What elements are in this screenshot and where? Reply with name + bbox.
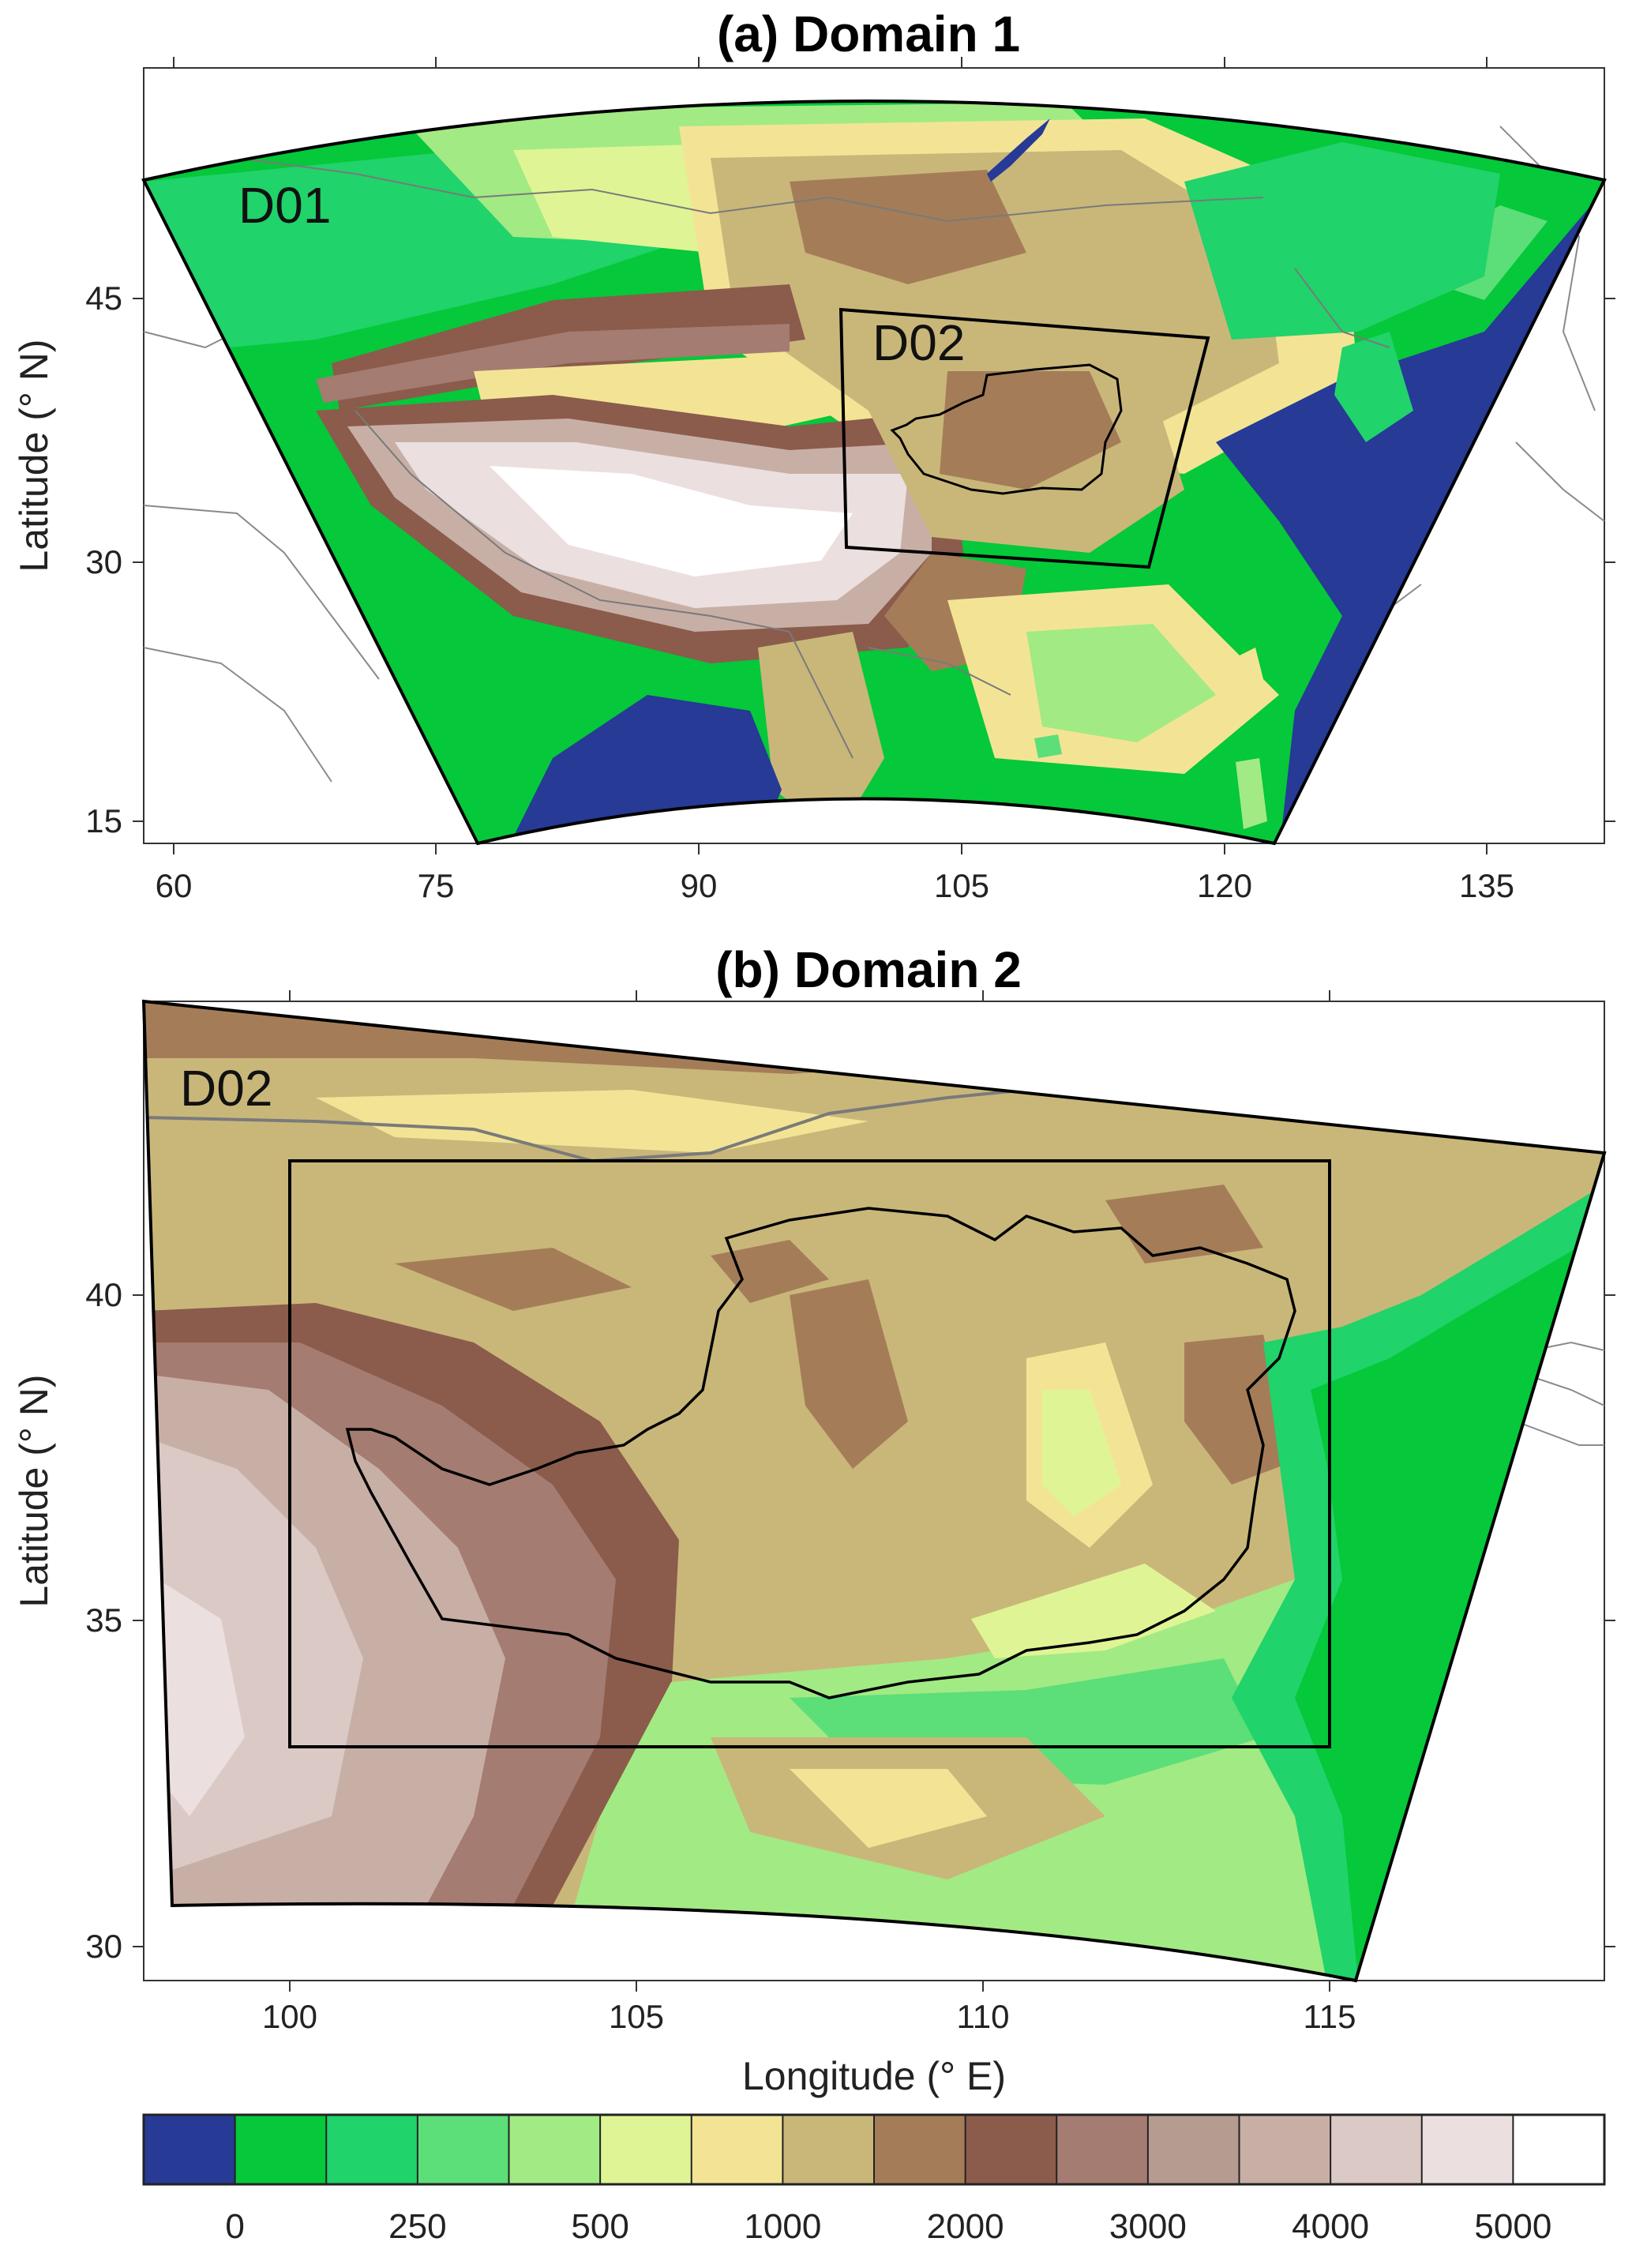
panel-b-title: (b) Domain 2 xyxy=(715,941,1022,998)
colorbar-label: 0 xyxy=(225,2207,244,2246)
colorbar-swatch xyxy=(234,2114,328,2185)
colorbar: 0 250 500 1000 2000 3000 4000 5000 xyxy=(142,2113,1606,2246)
domain-2-label-a: D02 xyxy=(872,314,965,371)
colorbar-swatch xyxy=(1238,2114,1332,2185)
x-tick-label: 75 xyxy=(418,867,455,904)
domain-2-boundary xyxy=(141,999,1607,1983)
domain-1-boundary xyxy=(141,100,1607,846)
loess-plateau-outline-b xyxy=(345,1207,1296,1699)
colorbar-swatch xyxy=(782,2114,876,2185)
colorbar-swatch xyxy=(1056,2114,1150,2185)
panel-a-y-tick-labels: 45 30 15 xyxy=(85,280,122,839)
panel-b-elevation-map xyxy=(144,1001,1604,1981)
colorbar-swatch xyxy=(599,2114,693,2185)
colorbar-label: 250 xyxy=(388,2207,446,2246)
domain-2-box xyxy=(839,307,1210,569)
colorbar-swatch xyxy=(1512,2114,1606,2185)
panel-a: (a) Domain 1 xyxy=(12,6,1615,904)
study-area-box xyxy=(288,1159,1331,1748)
panel-b-y-tick-labels: 40 35 30 xyxy=(85,1276,122,1965)
y-tick-label: 45 xyxy=(85,280,122,317)
colorbar-swatch xyxy=(964,2114,1058,2185)
x-tick-label: 110 xyxy=(957,1998,1010,2035)
y-tick-label: 35 xyxy=(85,1601,122,1639)
y-tick-label: 15 xyxy=(85,802,122,839)
colorbar-swatch xyxy=(416,2114,510,2185)
panel-a-ticks xyxy=(133,57,1615,854)
colorbar-swatch xyxy=(508,2114,602,2185)
colorbar-labels: 0 250 500 1000 2000 3000 4000 5000 xyxy=(225,2207,1551,2246)
colorbar-swatch xyxy=(1420,2114,1514,2185)
colorbar-label: 2000 xyxy=(927,2207,1004,2246)
colorbar-label: 1000 xyxy=(744,2207,821,2246)
panel-b-y-axis-label: Latitude (° N) xyxy=(12,1374,56,1607)
colorbar-label: 500 xyxy=(571,2207,628,2246)
colorbar-label: 3000 xyxy=(1109,2207,1187,2246)
colorbar-label: 4000 xyxy=(1292,2207,1369,2246)
x-tick-label: 105 xyxy=(934,867,989,904)
colorbar-frame xyxy=(142,2113,1606,2186)
colorbar-swatch xyxy=(325,2114,419,2185)
x-tick-label: 135 xyxy=(1459,867,1514,904)
panel-b-x-axis-label: Longitude (° E) xyxy=(742,2054,1006,2098)
colorbar-swatch xyxy=(690,2114,784,2185)
x-tick-label: 105 xyxy=(609,1998,664,2035)
x-tick-label: 115 xyxy=(1304,1998,1356,2035)
x-tick-label: 60 xyxy=(156,867,193,904)
loess-plateau-outline-a xyxy=(890,363,1123,495)
y-tick-label: 40 xyxy=(85,1276,122,1313)
colorbar-swatch xyxy=(873,2114,967,2185)
y-tick-label: 30 xyxy=(85,1928,122,1965)
panel-b-ticks xyxy=(133,990,1615,1992)
panel-a-x-tick-labels: 60 75 90 105 120 135 xyxy=(156,867,1514,904)
domain-1-label: D01 xyxy=(238,177,331,234)
colorbar-swatch xyxy=(1146,2114,1240,2185)
panel-a-y-axis-label: Latitude (° N) xyxy=(12,339,56,572)
x-tick-label: 100 xyxy=(262,1998,317,2035)
colorbar-label: 5000 xyxy=(1474,2207,1551,2246)
x-tick-label: 120 xyxy=(1197,867,1252,904)
panel-a-title: (a) Domain 1 xyxy=(717,6,1020,62)
panel-b-x-tick-labels: 100 105 110 115 xyxy=(262,1998,1356,2035)
colorbar-swatches xyxy=(143,2114,1606,2185)
y-tick-label: 30 xyxy=(85,543,122,580)
panel-b: (b) Domain 2 xyxy=(12,941,1615,2098)
colorbar-swatch xyxy=(1330,2114,1424,2185)
domain-2-label-b: D02 xyxy=(180,1060,272,1117)
colorbar-swatch xyxy=(143,2114,237,2185)
x-tick-label: 90 xyxy=(681,867,718,904)
